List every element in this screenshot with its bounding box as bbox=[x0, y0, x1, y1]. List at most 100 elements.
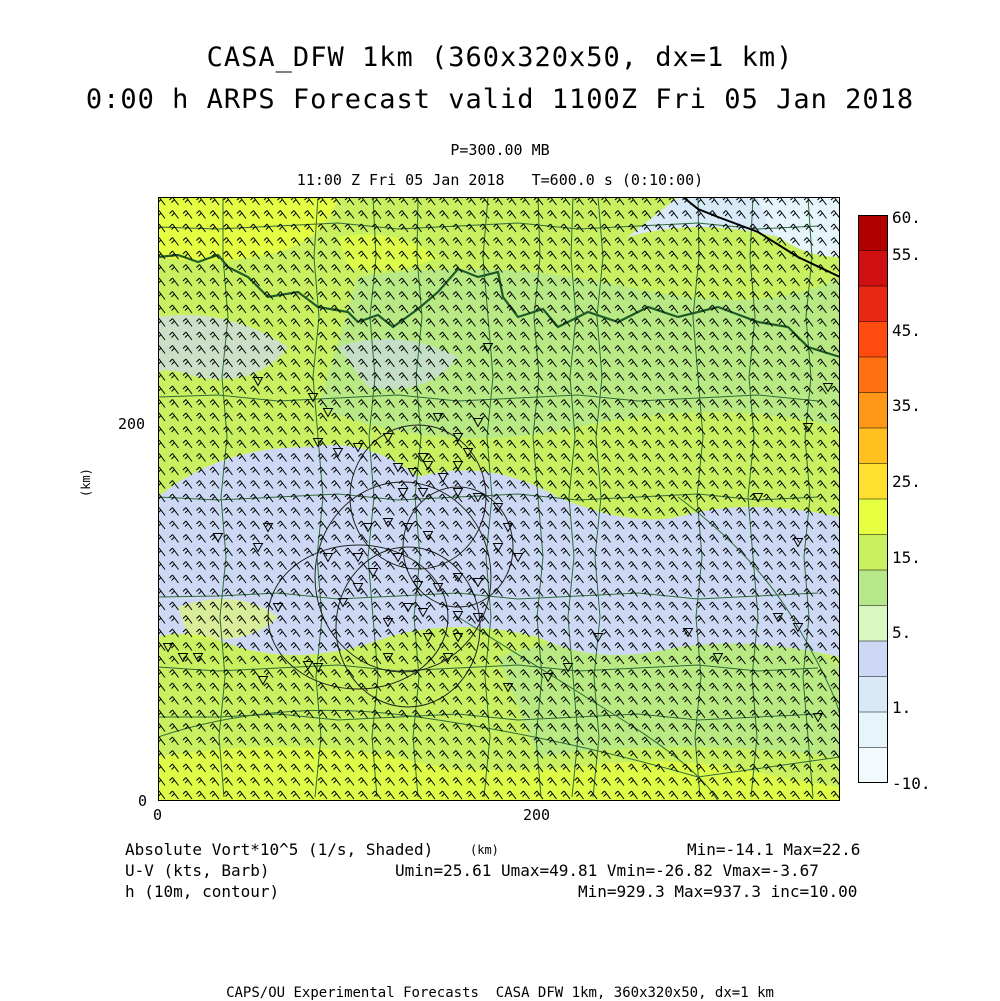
wind-barb bbox=[182, 250, 193, 260]
wind-barb bbox=[695, 750, 706, 759]
wind-barb bbox=[682, 763, 692, 773]
wind-barb bbox=[587, 736, 598, 746]
wind-barb bbox=[236, 264, 247, 273]
wind-barb bbox=[209, 682, 220, 692]
wind-barb bbox=[641, 318, 652, 327]
wind-barb bbox=[587, 493, 598, 503]
wind-barb bbox=[776, 547, 787, 557]
wind-barb bbox=[196, 615, 206, 624]
wind-barb bbox=[358, 223, 368, 233]
wind-barb bbox=[236, 453, 247, 462]
wind-barb bbox=[277, 507, 287, 516]
wind-barb bbox=[722, 682, 733, 692]
wind-barb bbox=[506, 358, 517, 368]
wind-barb bbox=[263, 723, 274, 732]
wind-barb bbox=[749, 304, 760, 314]
wind-barb bbox=[466, 534, 476, 543]
wind-barb bbox=[763, 385, 773, 395]
wind-barb bbox=[236, 615, 247, 624]
wind-barb bbox=[331, 318, 341, 327]
wind-barb bbox=[317, 723, 328, 732]
wind-barb bbox=[587, 547, 598, 557]
wind-barb bbox=[668, 601, 679, 611]
wind-barb bbox=[250, 412, 260, 422]
wind-barb bbox=[533, 372, 544, 381]
wind-barb bbox=[763, 534, 773, 543]
wind-barb bbox=[601, 723, 611, 732]
wind-barb bbox=[574, 669, 584, 678]
wind-barb bbox=[506, 534, 517, 543]
wind-barb bbox=[601, 601, 611, 611]
wind-barb bbox=[790, 264, 800, 273]
wind-barb bbox=[371, 223, 382, 233]
wind-barb bbox=[709, 331, 719, 341]
wind-barb bbox=[317, 493, 328, 503]
wind-barb bbox=[439, 561, 449, 570]
wind-barb bbox=[601, 574, 611, 584]
wind-barb bbox=[668, 777, 679, 786]
wind-barb bbox=[574, 399, 584, 408]
colorbar-label: 60. bbox=[892, 208, 921, 227]
wind-barb bbox=[614, 615, 625, 624]
wind-barb bbox=[250, 453, 260, 462]
wind-barb bbox=[547, 372, 557, 381]
station-marker bbox=[422, 633, 434, 643]
wind-barb bbox=[493, 277, 503, 287]
wind-barb bbox=[466, 358, 476, 368]
wind-barb bbox=[506, 601, 517, 611]
wind-barb bbox=[736, 466, 746, 476]
wind-barb bbox=[614, 210, 625, 219]
wind-barb bbox=[641, 250, 652, 260]
wind-barb bbox=[560, 264, 571, 273]
wind-barb bbox=[547, 480, 557, 489]
wind-barb bbox=[412, 547, 422, 557]
wind-barb bbox=[182, 210, 193, 219]
wind-barb bbox=[209, 426, 220, 435]
wind-barb bbox=[506, 237, 517, 246]
wind-barb bbox=[722, 223, 733, 233]
wind-barb bbox=[385, 264, 395, 273]
wind-barb bbox=[223, 682, 233, 692]
wind-barb bbox=[412, 453, 422, 462]
wind-barb bbox=[223, 709, 233, 719]
wind-barb bbox=[169, 682, 179, 692]
wind-barb bbox=[668, 534, 679, 543]
wind-barb bbox=[763, 723, 773, 732]
wind-barb bbox=[223, 750, 233, 759]
wind-barb bbox=[263, 561, 274, 570]
wind-barb bbox=[223, 574, 233, 584]
station-marker bbox=[772, 613, 784, 623]
colorbar bbox=[858, 215, 888, 783]
wind-barb bbox=[817, 358, 827, 368]
wind-barb bbox=[466, 466, 476, 476]
wind-barb bbox=[817, 372, 827, 381]
wind-barb bbox=[331, 750, 341, 759]
wind-barb bbox=[358, 507, 368, 516]
wind-barb bbox=[722, 642, 733, 651]
wind-barb bbox=[709, 385, 719, 395]
wind-barb bbox=[560, 466, 571, 476]
wind-barb bbox=[736, 210, 746, 219]
wind-barb bbox=[655, 466, 665, 476]
wind-barb bbox=[560, 358, 571, 368]
wind-barb bbox=[250, 750, 260, 759]
wind-barb bbox=[790, 399, 800, 408]
colorbar-label: 5. bbox=[892, 623, 912, 642]
wind-barb bbox=[628, 466, 638, 476]
wind-barb bbox=[250, 237, 260, 246]
wind-barb bbox=[776, 493, 787, 503]
wind-barb bbox=[250, 615, 260, 624]
wind-barb bbox=[695, 291, 706, 300]
wind-barb bbox=[817, 696, 827, 705]
wind-barb bbox=[506, 777, 517, 786]
wind-barb bbox=[317, 534, 328, 543]
wind-barb bbox=[263, 574, 274, 584]
wind-barb bbox=[196, 250, 206, 260]
wind-barb bbox=[223, 453, 233, 462]
wind-barb bbox=[398, 318, 409, 327]
wind-barb bbox=[209, 358, 220, 368]
wind-barb bbox=[331, 304, 341, 314]
wind-barb bbox=[493, 655, 503, 665]
wind-barb bbox=[614, 331, 625, 341]
wind-barb bbox=[385, 493, 395, 503]
